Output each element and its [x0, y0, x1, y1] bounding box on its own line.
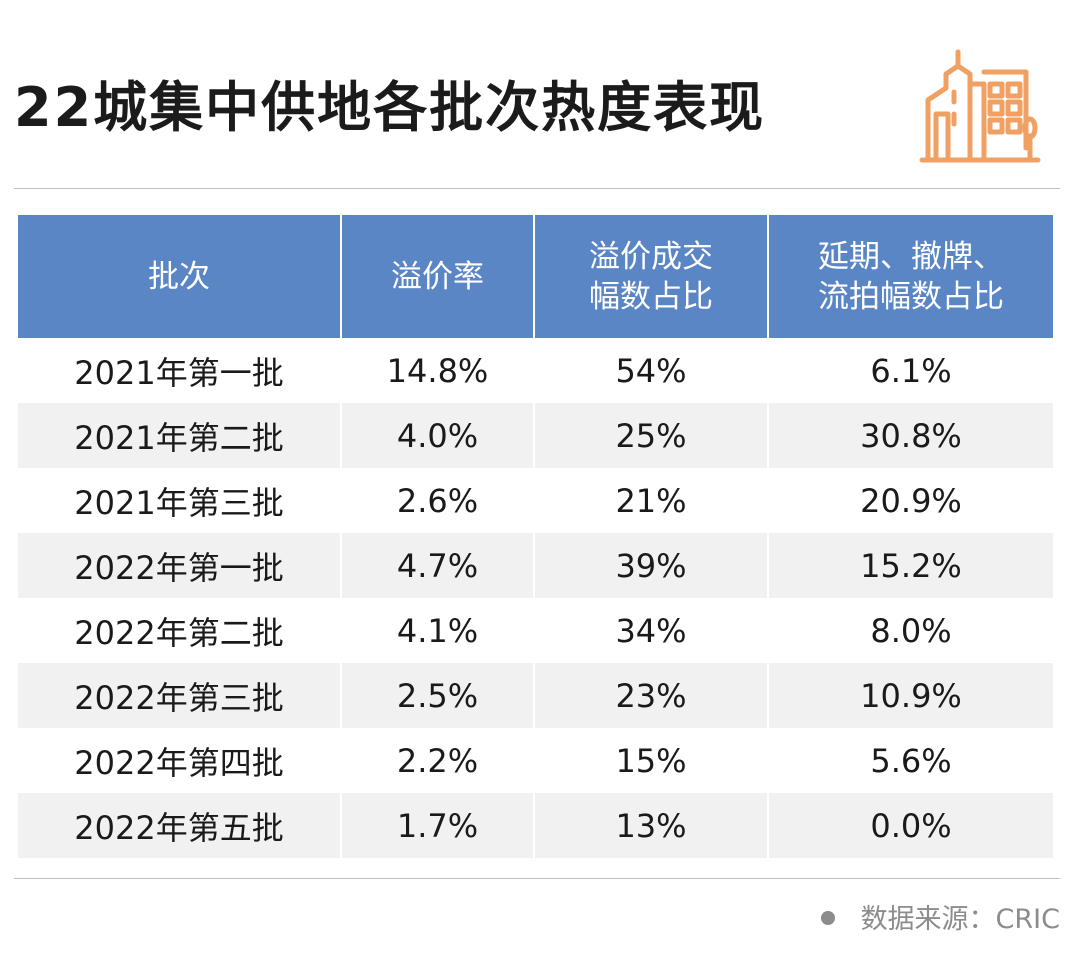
column-header: 延期、撤牌、 流拍幅数占比: [769, 215, 1053, 338]
table-row: 2021年第一批 14.8% 54% 6.1%: [18, 338, 1053, 403]
column-header-line: 幅数占比: [589, 278, 713, 315]
column-header-line: 批次: [148, 258, 210, 295]
column-header-line: 溢价率: [391, 258, 484, 295]
column-header: 批次: [18, 215, 342, 338]
table-cell: 4.0%: [342, 403, 535, 468]
table-row: 2021年第三批 2.6% 21% 20.9%: [18, 468, 1053, 533]
table-row: 2022年第五批 1.7% 13% 0.0%: [18, 793, 1053, 858]
table-cell: 4.1%: [342, 598, 535, 663]
table-cell: 25%: [535, 403, 769, 468]
table-cell: 6.1%: [769, 338, 1053, 403]
table-cell: 2022年第三批: [18, 663, 342, 728]
table-cell: 8.0%: [769, 598, 1053, 663]
table-row: 2022年第一批 4.7% 39% 15.2%: [18, 533, 1053, 598]
column-header: 溢价成交 幅数占比: [535, 215, 769, 338]
table-cell: 39%: [535, 533, 769, 598]
bullet-dot-icon: [820, 910, 835, 925]
table-cell: 15.2%: [769, 533, 1053, 598]
table-cell: 30.8%: [769, 403, 1053, 468]
city-buildings-icon: [919, 49, 1041, 163]
column-header-line: 溢价成交: [589, 238, 713, 275]
table-cell: 4.7%: [342, 533, 535, 598]
table-cell: 2021年第三批: [18, 468, 342, 533]
table-cell: 10.9%: [769, 663, 1053, 728]
source-note: 数据来源：CRIC: [820, 896, 1060, 944]
table-cell: 21%: [535, 468, 769, 533]
table-cell: 34%: [535, 598, 769, 663]
table-cell: 14.8%: [342, 338, 535, 403]
column-header: 溢价率: [342, 215, 535, 338]
table-cell: 54%: [535, 338, 769, 403]
table-cell: 13%: [535, 793, 769, 858]
heat-table: 批次 溢价率 溢价成交 幅数占比 延期、撤牌、 流拍幅数占比 2021年第一批 14.8% 5…: [18, 215, 1053, 858]
bottom-divider: [14, 878, 1060, 879]
table-header-row: 批次 溢价率 溢价成交 幅数占比 延期、撤牌、 流拍幅数占比: [18, 215, 1053, 338]
table-row: 2021年第二批 4.0% 25% 30.8%: [18, 403, 1053, 468]
table-cell: 2.5%: [342, 663, 535, 728]
table-row: 2022年第四批 2.2% 15% 5.6%: [18, 728, 1053, 793]
column-header-line: 流拍幅数占比: [818, 278, 1004, 315]
table-cell: 2021年第二批: [18, 403, 342, 468]
table-cell: 2022年第一批: [18, 533, 342, 598]
table-cell: 2.2%: [342, 728, 535, 793]
table-body: 2021年第一批 14.8% 54% 6.1% 2021年第二批 4.0% 25% 30.8%…: [18, 338, 1053, 858]
table-row: 2022年第二批 4.1% 34% 8.0%: [18, 598, 1053, 663]
table-row: 2022年第三批 2.5% 23% 10.9%: [18, 663, 1053, 728]
page-title: 22城集中供地各批次热度表现: [14, 76, 766, 139]
table-cell: 20.9%: [769, 468, 1053, 533]
table-cell: 2022年第四批: [18, 728, 342, 793]
table-cell: 0.0%: [769, 793, 1053, 858]
top-divider: [14, 188, 1060, 189]
table-cell: 23%: [535, 663, 769, 728]
table-cell: 15%: [535, 728, 769, 793]
table-cell: 1.7%: [342, 793, 535, 858]
table-cell: 5.6%: [769, 728, 1053, 793]
table-cell: 2021年第一批: [18, 338, 342, 403]
source-text: 数据来源：CRIC: [860, 904, 1060, 935]
column-header-line: 延期、撤牌、: [818, 238, 1004, 275]
table-cell: 2.6%: [342, 468, 535, 533]
table-cell: 2022年第五批: [18, 793, 342, 858]
table-cell: 2022年第二批: [18, 598, 342, 663]
